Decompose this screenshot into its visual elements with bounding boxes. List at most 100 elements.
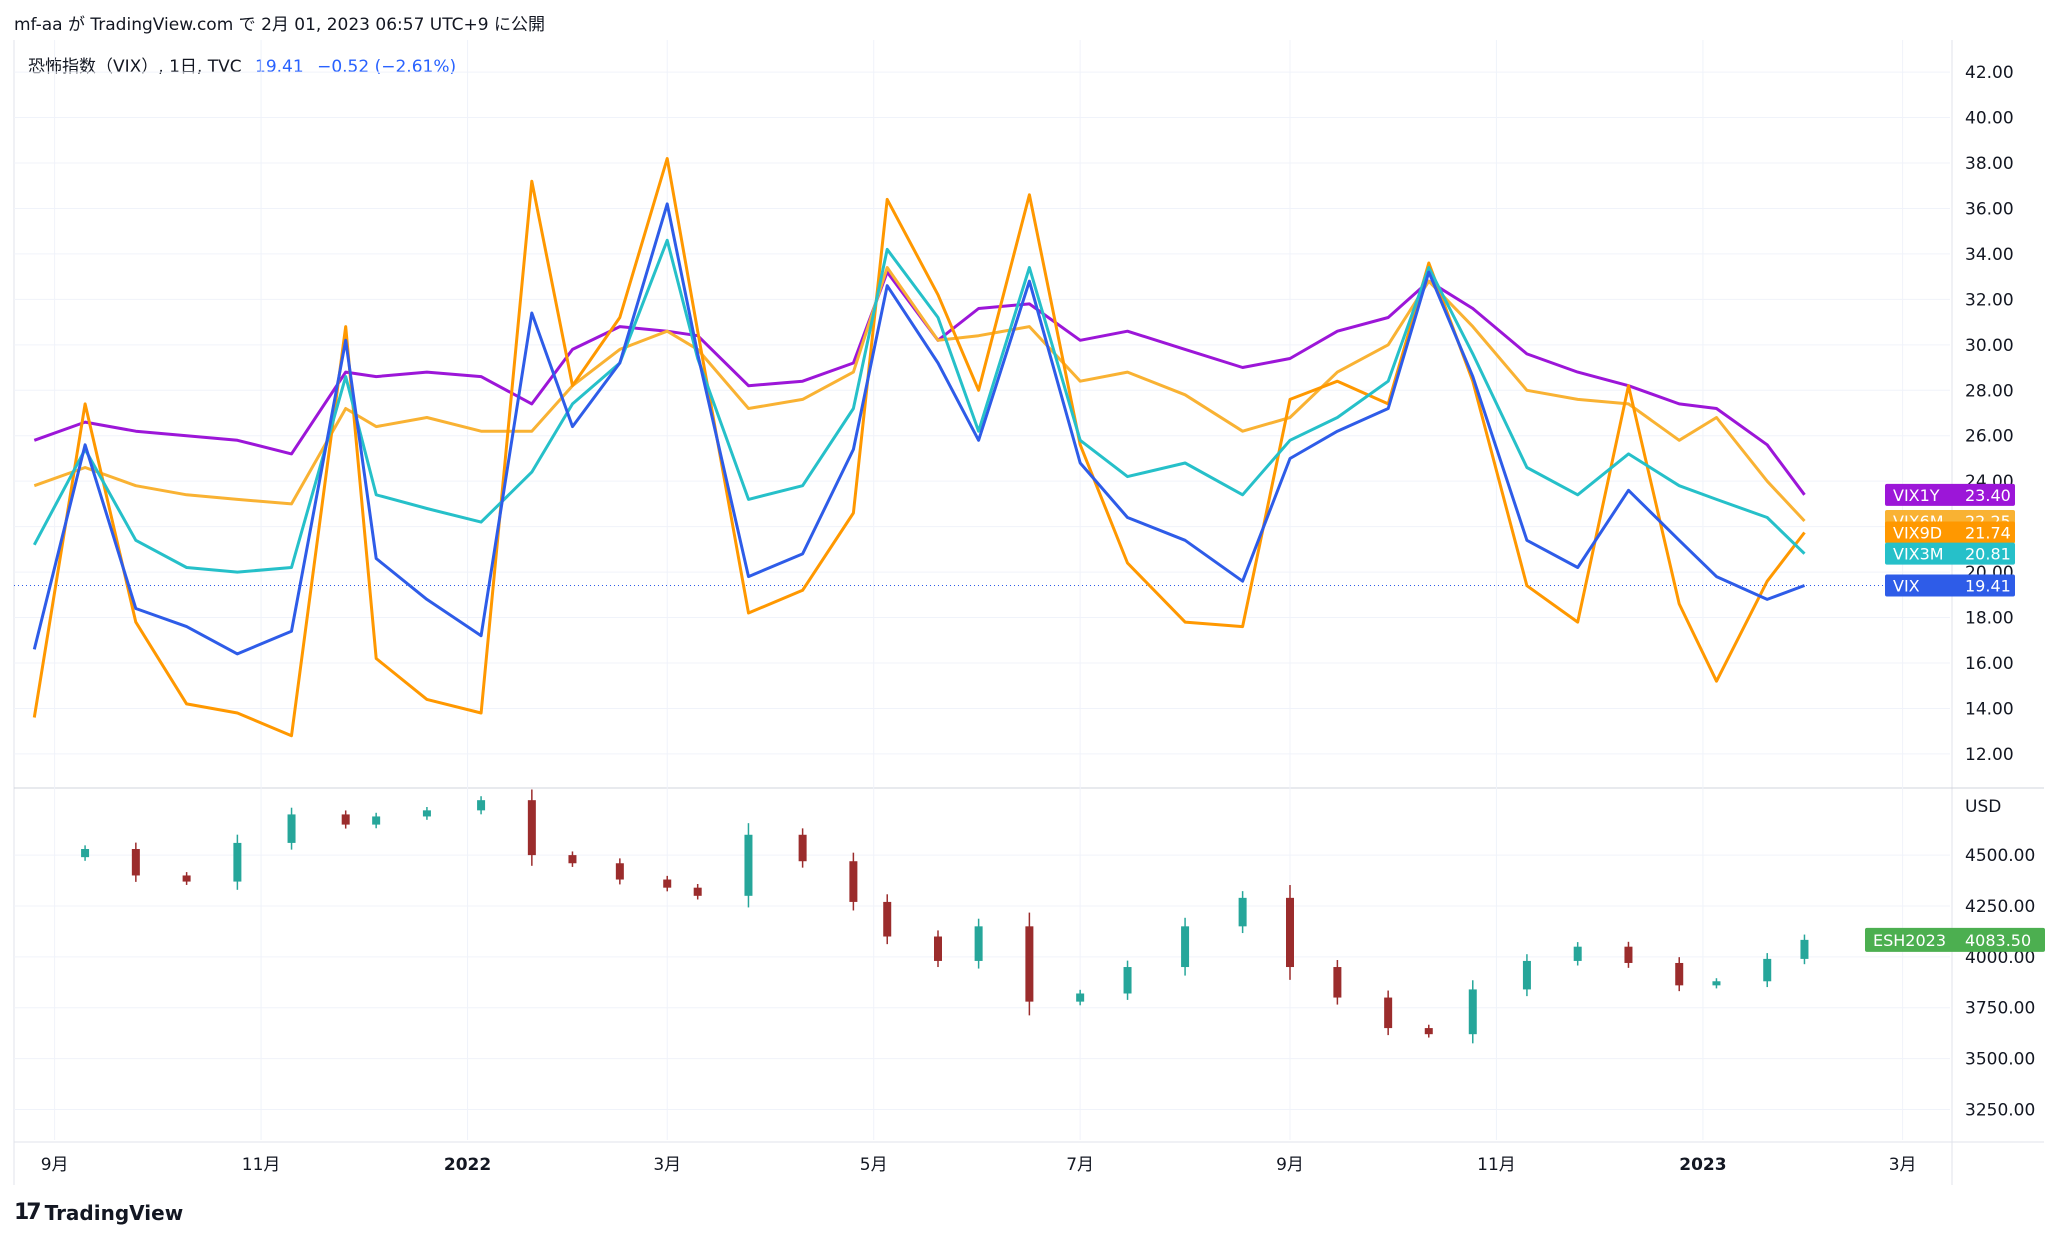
- vix-series-layer: [32, 157, 1806, 738]
- candle-body: [1181, 926, 1190, 968]
- y-tick-label: 14.00: [1965, 699, 2014, 719]
- candle-body: [182, 875, 191, 882]
- publisher-header: mf-aa が TradingView.com で 2月 01, 2023 06…: [14, 15, 545, 35]
- y-tick-label: 38.00: [1965, 154, 2014, 174]
- y-tick-label: 26.00: [1965, 427, 2014, 447]
- series-value-label: 21.74: [1965, 524, 2011, 543]
- series-name-label: VIX1Y: [1893, 486, 1940, 505]
- series-value-label: 4083.50: [1965, 931, 2031, 950]
- x-tick-label: 11月: [1477, 1155, 1516, 1175]
- candle-body: [477, 800, 486, 811]
- y-tick-label: 3750.00: [1965, 999, 2035, 1019]
- candle-body: [233, 842, 242, 882]
- y-tick-label: 4500.00: [1965, 846, 2035, 866]
- candle-body: [849, 861, 858, 902]
- x-tick-label: 5月: [860, 1155, 888, 1175]
- y-tick-label: 34.00: [1965, 245, 2014, 265]
- price-tag-bg: [1885, 542, 2015, 565]
- candle-body: [1468, 989, 1477, 1035]
- y-tick-label: 36.00: [1965, 199, 2014, 219]
- series-name-label: ESH2023: [1873, 931, 1946, 950]
- grid: [13, 40, 2044, 1185]
- candle-body: [372, 816, 381, 825]
- y-tick-label: 40.00: [1965, 109, 2014, 129]
- candle-body: [663, 879, 672, 888]
- candle-body: [341, 814, 350, 825]
- series-line-vix3m[interactable]: [32, 238, 1806, 574]
- series-name-label: VIX3M: [1893, 545, 1944, 564]
- x-tick-label: 11月: [242, 1155, 281, 1175]
- candle-body: [568, 855, 577, 864]
- series-name-label: VIX: [1893, 577, 1920, 596]
- y-tick-label: 28.00: [1965, 381, 2014, 401]
- price-tag-vix[interactable]: VIX 19.41: [1885, 574, 2015, 597]
- x-tick-label: 2023: [1679, 1155, 1726, 1175]
- series-line-vix[interactable]: [32, 202, 1806, 656]
- es-candles-layer: [81, 789, 1809, 1044]
- tradingview-mark-icon: 17: [14, 1200, 42, 1225]
- candle-body: [1763, 958, 1772, 982]
- axes: 12.0014.0016.0018.0020.0022.0024.0026.00…: [41, 63, 2036, 1175]
- x-tick-label: 3月: [1889, 1155, 1917, 1175]
- candle-body: [744, 834, 753, 896]
- y-tick-label: 32.00: [1965, 290, 2014, 310]
- price-tag-bg: [1885, 574, 2015, 597]
- price-unit-label: USD: [1965, 797, 2001, 817]
- candle-body: [1286, 897, 1294, 968]
- candle-body: [1424, 1028, 1433, 1035]
- candle-body: [1123, 967, 1132, 994]
- candle-body: [1025, 926, 1034, 1002]
- y-tick-label: 4250.00: [1965, 897, 2035, 917]
- candle-body: [527, 800, 536, 856]
- x-tick-label: 3月: [653, 1155, 681, 1175]
- tradingview-brand: TradingView: [44, 1200, 184, 1225]
- candle-body: [1333, 967, 1342, 998]
- series-value-label: 20.81: [1965, 545, 2011, 564]
- x-tick-label: 9月: [1276, 1155, 1304, 1175]
- candle-body: [1238, 897, 1247, 927]
- series-value-label: 19.41: [1965, 577, 2011, 596]
- y-tick-label: 30.00: [1965, 336, 2014, 356]
- series-name-label: VIX9D: [1893, 524, 1942, 543]
- candle-body: [1800, 939, 1809, 959]
- candle-body: [131, 849, 140, 876]
- candle-body: [1384, 997, 1393, 1029]
- y-tick-label: 18.00: [1965, 609, 2014, 629]
- series-value-label: 23.40: [1965, 486, 2011, 505]
- y-tick-label: 4000.00: [1965, 948, 2035, 968]
- candle-body: [1624, 946, 1633, 963]
- candle-body: [287, 814, 296, 843]
- candle-body: [422, 810, 431, 817]
- candle-body: [798, 834, 807, 862]
- x-tick-label: 9月: [41, 1155, 69, 1175]
- series-line-vix6m[interactable]: [33, 266, 1806, 523]
- price-tag-bg: [1865, 927, 2045, 952]
- candle-body: [883, 901, 892, 937]
- price-tag-bg: [1885, 521, 2015, 544]
- candle-body: [1712, 981, 1721, 986]
- y-tick-label: 42.00: [1965, 63, 2014, 83]
- price-tag-vix1y[interactable]: VIX1Y 23.40: [1885, 483, 2015, 506]
- series-line-vix1y[interactable]: [33, 270, 1806, 496]
- price-tag-vix3m[interactable]: VIX3M 20.81: [1885, 542, 2015, 565]
- y-tick-label: 3500.00: [1965, 1050, 2035, 1070]
- price-tag-esh2023[interactable]: ESH2023 4083.50: [1865, 927, 2045, 952]
- candle-body: [1522, 960, 1531, 990]
- y-tick-label: 16.00: [1965, 654, 2014, 674]
- tradingview-logo[interactable]: 17 TradingView: [14, 1200, 183, 1225]
- candle-body: [974, 926, 983, 961]
- candle-body: [1573, 946, 1582, 961]
- price-tag-vix9d[interactable]: VIX9D 21.74: [1885, 521, 2015, 544]
- candle-body: [81, 849, 90, 858]
- x-tick-label: 2022: [444, 1155, 491, 1175]
- price-tag-bg: [1885, 483, 2015, 506]
- x-tick-label: 7月: [1066, 1155, 1094, 1175]
- series-line-vix9d[interactable]: [32, 157, 1806, 738]
- y-tick-label: 12.00: [1965, 745, 2014, 765]
- candle-body: [1675, 962, 1684, 986]
- candle-body: [693, 887, 702, 896]
- candle-body: [615, 863, 624, 880]
- y-tick-label: 3250.00: [1965, 1100, 2035, 1120]
